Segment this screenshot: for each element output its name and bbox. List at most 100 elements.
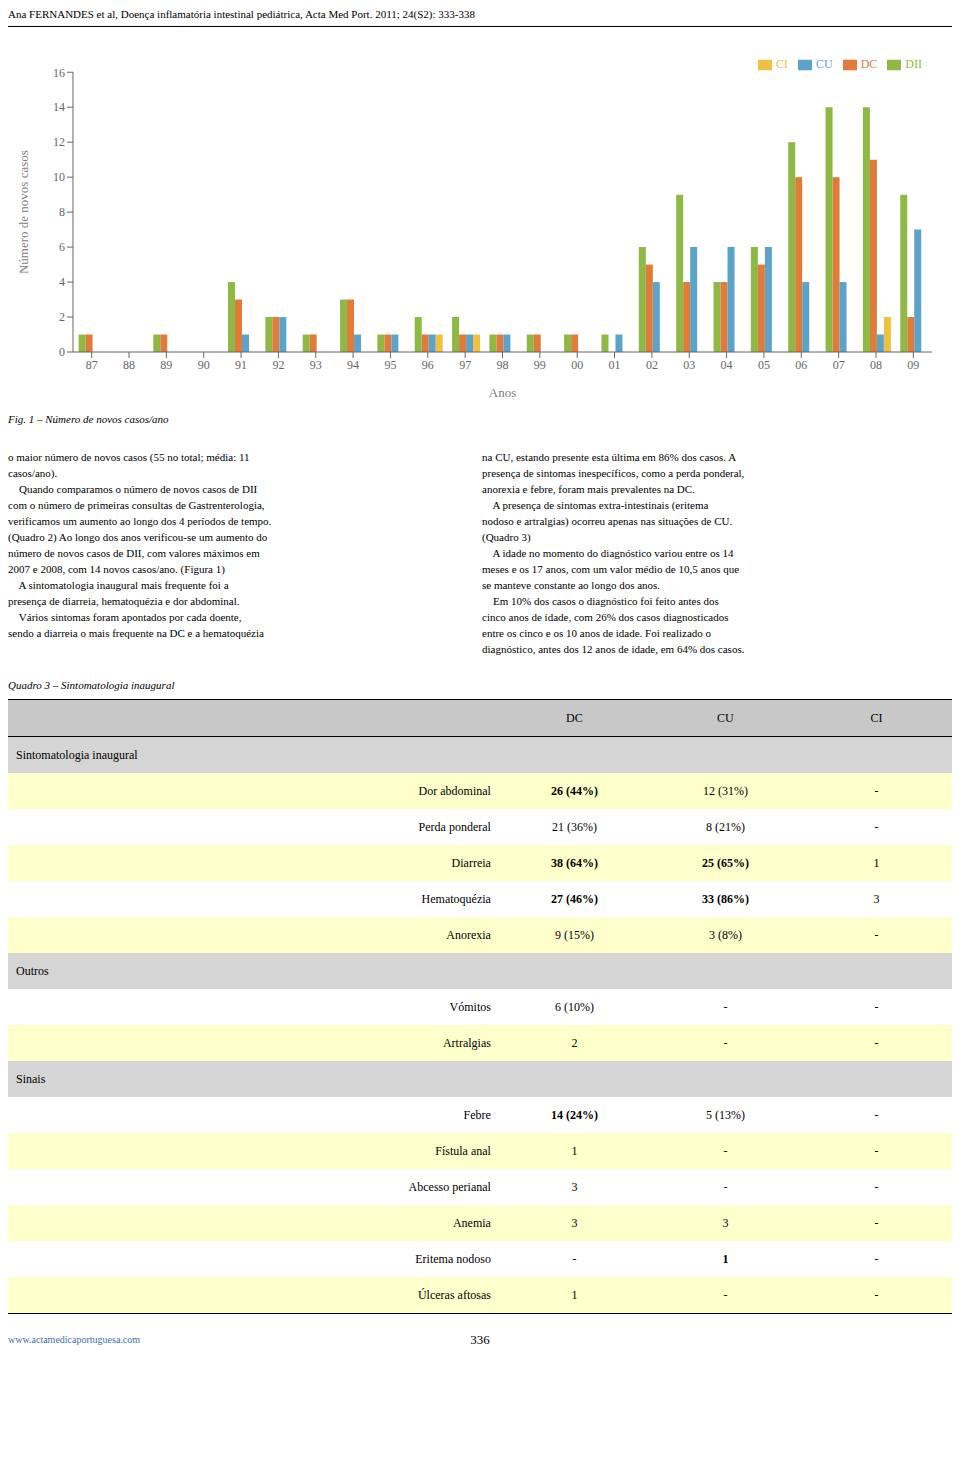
svg-text:87: 87: [86, 358, 98, 372]
svg-text:01: 01: [609, 358, 621, 372]
html-text:Diarreia: Diarreia: [451, 855, 491, 870]
html-text:9 (15%): 9 (15%): [554, 927, 594, 942]
html-text:Quadro 3 – Sintomatologia inau: Quadro 3 – Sintomatologia inaugural: [8, 679, 175, 691]
svg-text:89: 89: [160, 358, 172, 372]
html-text:presença de sintomas inespecíf: presença de sintomas inespecíficos, como…: [482, 467, 745, 479]
svg-text:08: 08: [870, 358, 882, 372]
html-text:A presença de sintomas extra-i: A presença de sintomas extra-intestinais…: [482, 499, 709, 511]
html-text:Hematoquézia: Hematoquézia: [421, 891, 491, 906]
svg-text:16: 16: [53, 66, 65, 80]
html-text:Quando comparamos o número de: Quando comparamos o número de novos caso…: [8, 483, 258, 495]
svg-text:0: 0: [59, 345, 65, 359]
svg-text:98: 98: [497, 358, 509, 372]
html-text:na CU, estando presente esta ú: na CU, estando presente esta última em 8…: [482, 451, 737, 463]
html-text:CU: CU: [816, 57, 833, 71]
html-text:Anemia: Anemia: [452, 1215, 491, 1230]
html-text:2007 e 2008, com 14 novos caso: 2007 e 2008, com 14 novos casos/ano. (Fi…: [8, 563, 225, 575]
svg-text:97: 97: [459, 358, 471, 372]
html-text:26 (44%): 26 (44%): [550, 783, 598, 798]
svg-text:6: 6: [59, 240, 65, 254]
html-text:33 (86%): 33 (86%): [701, 891, 749, 906]
html-text:cinco anos de idade, com 26% d: cinco anos de idade, com 26% dos casos d…: [482, 611, 729, 623]
svg-text:4: 4: [59, 275, 65, 289]
svg-text:88: 88: [123, 358, 135, 372]
html-text:(Quadro 3): (Quadro 3): [482, 531, 531, 543]
html-text:Fístula anal: Fístula anal: [435, 1143, 491, 1158]
html-text:DC: DC: [860, 57, 878, 71]
html-text:Eritema nodoso: Eritema nodoso: [415, 1251, 491, 1266]
html-text:Úlceras aftosas: Úlceras aftosas: [417, 1287, 491, 1302]
html-text:CI: CI: [870, 710, 883, 725]
html-text:Vários sintomas foram apontado: Vários sintomas foram apontados por cada…: [8, 611, 242, 623]
svg-text:14: 14: [53, 100, 65, 114]
html-text:A idade no momento do diagnóst: A idade no momento do diagnóstico variou…: [482, 547, 734, 559]
html-text:(Quadro 2) Ao longo dos anos v: (Quadro 2) Ao longo dos anos verificou-s…: [8, 531, 268, 543]
html-text:Abcesso perianal: Abcesso perianal: [408, 1179, 491, 1194]
html-text:número de novos casos de DII,: número de novos casos de DII, com valore…: [8, 547, 260, 559]
html-text:Dor abdominal: Dor abdominal: [418, 783, 491, 798]
svg-text:91: 91: [235, 358, 247, 372]
svg-text:2: 2: [59, 310, 65, 324]
html-text:5 (13%): 5 (13%): [705, 1107, 745, 1122]
html-text:Perda ponderal: Perda ponderal: [418, 819, 491, 834]
svg-text:03: 03: [683, 358, 695, 372]
html-text:anorexia e febre, foram mais p: anorexia e febre, foram mais prevalentes…: [482, 483, 695, 495]
svg-text:94: 94: [347, 358, 359, 372]
html-text:meses e os 17 anos, com um val: meses e os 17 anos, com um valor médio d…: [482, 563, 740, 575]
html-text:Ana FERNANDES et al, Doença in: Ana FERNANDES et al, Doença inflamatória…: [8, 8, 475, 20]
html-text:A sintomatologia inaugural mai: A sintomatologia inaugural mais frequent…: [8, 579, 229, 591]
html-text:Em 10% dos casos o diagnóstico: Em 10% dos casos o diagnóstico foi feito…: [482, 595, 719, 607]
html-text:Sintomatologia inaugural: Sintomatologia inaugural: [16, 747, 138, 762]
html-text:casos/ano).: casos/ano).: [8, 467, 58, 479]
svg-text:96: 96: [422, 358, 434, 372]
html-text:Artralgias: Artralgias: [442, 1035, 491, 1050]
svg-text:04: 04: [721, 358, 733, 372]
html-text:sendo a diarreia o mais freque: sendo a diarreia o mais frequente na DC …: [8, 627, 264, 639]
html-text:diagnóstico, antes dos 12 anos: diagnóstico, antes dos 12 anos de idade,…: [482, 643, 745, 655]
svg-text:02: 02: [646, 358, 658, 372]
html-text:Fig. 1 – Número de novos casos: Fig. 1 – Número de novos casos/ano: [8, 413, 169, 425]
html-text:6 (10%): 6 (10%): [554, 999, 594, 1014]
svg-text:12: 12: [53, 135, 65, 149]
html-text:DII: DII: [905, 57, 922, 71]
html-text:3 (8%): 3 (8%): [708, 927, 742, 942]
svg-text:00: 00: [571, 358, 583, 372]
svg-text:99: 99: [534, 358, 546, 372]
html-text:Sinais: Sinais: [16, 1071, 46, 1086]
svg-text:Número de novos casos: Número de novos casos: [16, 150, 31, 274]
html-text:presença de diarreia, hematoqu: presença de diarreia, hematoquézia e dor…: [8, 595, 240, 607]
svg-text:09: 09: [907, 358, 919, 372]
html-text:25 (65%): 25 (65%): [701, 855, 749, 870]
html-text:Anorexia: Anorexia: [446, 927, 491, 942]
html-text:se manteve constante ao longo: se manteve constante ao longo dos anos.: [482, 579, 661, 591]
html-text:27 (46%): 27 (46%): [550, 891, 598, 906]
html-text:8 (21%): 8 (21%): [705, 819, 745, 834]
svg-text:07: 07: [833, 358, 845, 372]
svg-text:8: 8: [59, 205, 65, 219]
svg-text:92: 92: [272, 358, 284, 372]
html-text:CU: CU: [717, 710, 734, 725]
html-text:CI: CI: [776, 57, 788, 71]
html-text:verificamos um aumento ao long: verificamos um aumento ao longo dos 4 pe…: [8, 515, 272, 527]
svg-text:05: 05: [758, 358, 770, 372]
svg-text:95: 95: [384, 358, 396, 372]
svg-text:Anos: Anos: [489, 385, 516, 400]
svg-text:90: 90: [198, 358, 210, 372]
html-text:com o número de primeiras cons: com o número de primeiras consultas de G…: [8, 499, 265, 511]
html-text:Vómitos: Vómitos: [449, 999, 491, 1014]
svg-text:10: 10: [53, 170, 65, 184]
html-text:21 (36%): 21 (36%): [551, 819, 597, 834]
html-text:336: 336: [470, 1332, 490, 1347]
html-text:12 (31%): 12 (31%): [702, 783, 748, 798]
html-text:Outros: Outros: [16, 963, 49, 978]
html-text:entre os cinco e os 10 anos de: entre os cinco e os 10 anos de idade. Fo…: [482, 627, 712, 639]
svg-text:93: 93: [310, 358, 322, 372]
html-text:DC: DC: [566, 710, 583, 725]
html-text:o maior número de novos casos: o maior número de novos casos (55 no tot…: [8, 451, 250, 463]
svg-text:06: 06: [795, 358, 807, 372]
html-text:38 (64%): 38 (64%): [550, 855, 598, 870]
html-text:www.actamedicaportuguesa.com: www.actamedicaportuguesa.com: [8, 1334, 141, 1345]
html-text:nodoso e artralgias) ocorreu a: nodoso e artralgias) ocorreu apenas nas …: [482, 515, 733, 527]
html-text:Febre: Febre: [463, 1107, 491, 1122]
html-text:14 (24%): 14 (24%): [550, 1107, 598, 1122]
